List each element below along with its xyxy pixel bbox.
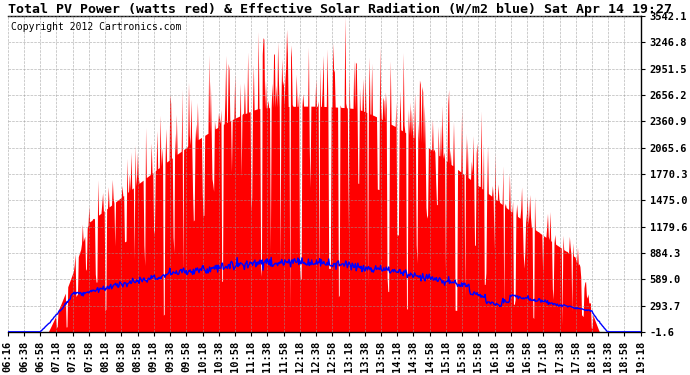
Text: Total PV Power (watts red) & Effective Solar Radiation (W/m2 blue) Sat Apr 14 19: Total PV Power (watts red) & Effective S… [8,3,672,16]
Text: Copyright 2012 Cartronics.com: Copyright 2012 Cartronics.com [11,22,181,32]
